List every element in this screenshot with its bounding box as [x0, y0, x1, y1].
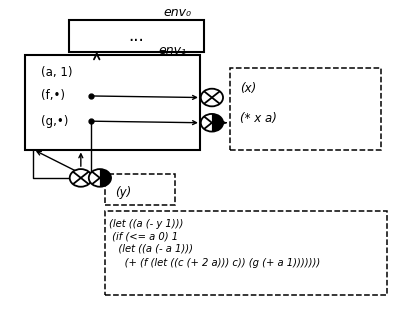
Circle shape: [201, 89, 223, 106]
Text: (+ (f (let ((c (+ 2 a))) c)) (g (+ a 1))))))): (+ (f (let ((c (+ 2 a))) c)) (g (+ a 1))…: [109, 258, 320, 268]
FancyBboxPatch shape: [105, 211, 387, 294]
Circle shape: [89, 169, 111, 187]
Text: (* x a): (* x a): [240, 112, 276, 125]
FancyBboxPatch shape: [106, 174, 175, 205]
Text: (a, 1): (a, 1): [41, 66, 73, 79]
Text: (g,•): (g,•): [41, 115, 68, 128]
FancyBboxPatch shape: [69, 20, 204, 52]
Text: (if (<= a 0) 1: (if (<= a 0) 1: [109, 231, 178, 241]
Text: ...: ...: [128, 27, 144, 45]
Text: (x): (x): [240, 82, 256, 94]
Polygon shape: [100, 169, 111, 187]
Circle shape: [201, 114, 223, 132]
Text: (let ((a (- a 1))): (let ((a (- a 1))): [109, 244, 193, 254]
Text: (f,•): (f,•): [41, 89, 65, 102]
Polygon shape: [212, 114, 223, 132]
FancyBboxPatch shape: [25, 55, 200, 149]
Text: env₁: env₁: [158, 44, 186, 57]
Text: (y): (y): [114, 186, 131, 199]
Circle shape: [70, 169, 92, 187]
FancyBboxPatch shape: [230, 68, 381, 149]
Text: (let ((a (- y 1))): (let ((a (- y 1))): [109, 218, 183, 229]
Text: env₀: env₀: [163, 6, 191, 19]
